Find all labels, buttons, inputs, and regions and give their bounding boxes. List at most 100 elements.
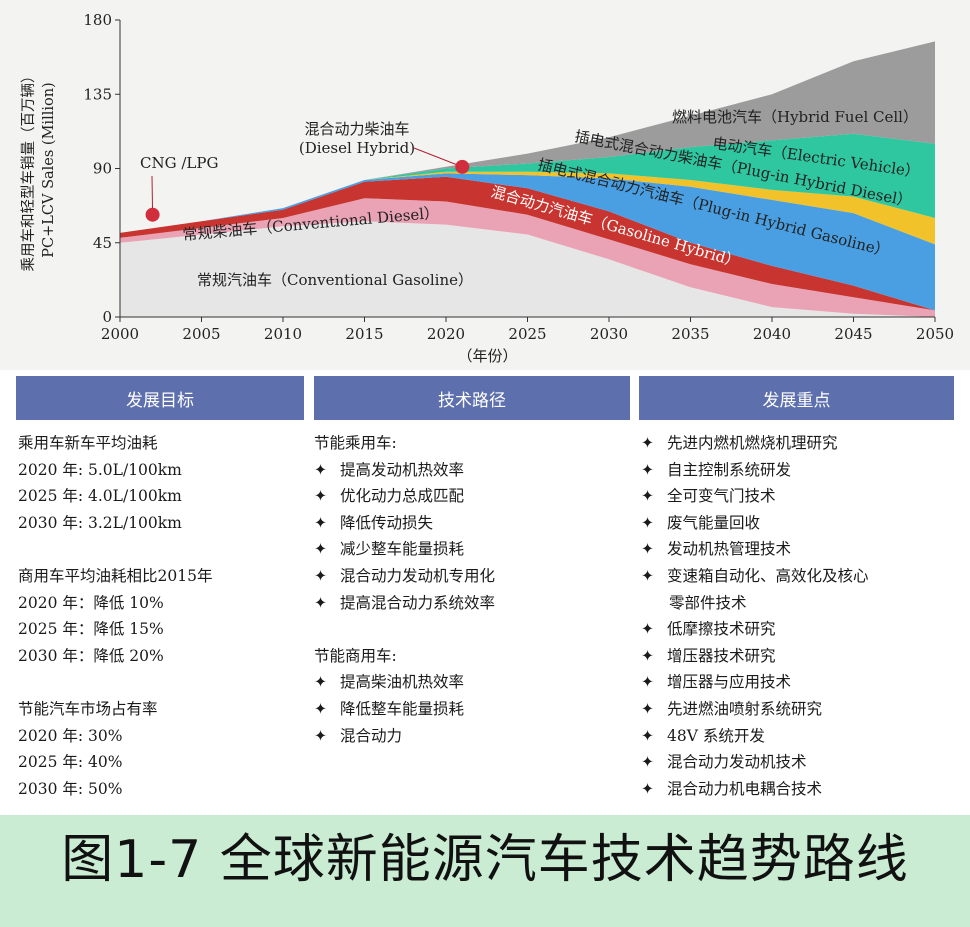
bullet-item: ✦ 低摩擦技术研究 [641,616,966,643]
star-bullet-icon: ✦ [314,673,327,692]
bullet-text: 变速箱自动化、高效化及核心 [667,566,869,585]
bullet-text: 先进燃油喷射系统研究 [667,699,823,718]
text-line: 2020 年: 30% [18,726,123,745]
bullet-item: ✦ 全可变气门技术 [641,483,966,510]
bullet-item: ✦ 降低传动损失 [314,510,640,537]
bullet-text: 混合动力发动机技术 [667,753,807,772]
star-bullet-icon: ✦ [641,513,654,532]
y-tick-label-4: 180 [83,11,112,29]
bullet-item: ✦ 48V 系统开发 [641,723,966,750]
bullet-item: ✦ 降低整车能量损耗 [314,696,640,723]
bullet-text: 混合动力发动机专用化 [340,566,496,585]
bullet-text: 增压器技术研究 [667,646,776,665]
star-bullet-icon: ✦ [641,434,654,452]
x-tick-label-1: 2005 [182,325,220,343]
bullet-text: 降低整车能量损耗 [340,699,465,718]
star-bullet-icon: ✦ [314,460,327,479]
label-diesel-hybrid-cn: 混合动力柴油车 [304,120,409,138]
star-bullet-icon: ✦ [641,566,654,585]
x-tick-label-0: 2000 [101,325,139,343]
star-bullet-icon: ✦ [641,726,654,745]
star-bullet-icon: ✦ [314,699,327,718]
star-bullet-icon: ✦ [641,540,654,559]
chart-area: 2000 2005 2010 2015 2020 2025 2030 2035 2040 2045… [0,0,970,370]
star-bullet-icon: ✦ [314,487,327,506]
star-bullet-icon: ✦ [641,673,654,692]
x-tick-label-10: 2050 [916,325,954,343]
bullet-item: ✦ 混合动力 [314,723,640,750]
bullet-text: 提高混合动力系统效率 [340,593,496,612]
bullet-item: ✦ 减少整车能量损耗 [314,536,640,563]
bullet-item: ✦ 混合动力机电耦合技术 [641,776,966,803]
panel-list-0: 乘用车新车平均油耗 2020 年: 5.0L/100km 2025 年: 4.0L/… [18,430,316,802]
area-series-4 [120,171,935,245]
bullet-text: 降低传动损失 [340,513,434,532]
star-bullet-icon: ✦ [641,779,654,798]
x-axis-label: （年份） [457,347,517,365]
panel-header-2: 发展重点 [639,376,954,420]
bullet-item: ✦ 混合动力发动机技术 [641,749,966,776]
x-tick-label-8: 2040 [753,325,791,343]
bullet-text: 低摩擦技术研究 [667,620,776,639]
area-series-0 [120,221,935,317]
bullet-item: ✦ 增压器与应用技术 [641,669,966,696]
star-bullet-icon: ✦ [641,487,654,506]
text-line: 乘用车新车平均油耗 [18,434,158,452]
spacer [314,616,640,643]
marker-cng-lpg [145,207,160,222]
y-axis-label-en: PC+LCV Sales (Million) [41,82,57,257]
label-fuel-cell: 燃料电池汽车（Hybrid Fuel Cell） [672,108,918,126]
figure-caption: 图1-7 全球新能源汽车技术趋势路线 [61,830,909,890]
label-diesel-hybrid-en: (Diesel Hybrid) [299,139,415,157]
star-bullet-icon: ✦ [314,513,327,532]
star-bullet-icon: ✦ [314,726,327,745]
bullet-text: 优化动力总成匹配 [340,487,465,506]
star-bullet-icon: ✦ [641,460,654,479]
area-series-2 [120,176,935,311]
y-tick-label-3: 135 [83,85,112,103]
label-cng-lpg: CNG /LPG [140,154,218,172]
bullet-text: 混合动力 [340,726,403,745]
y-tick-label-1: 45 [93,234,112,252]
text-line: 商用车平均油耗相比2015年 [18,566,213,585]
bullet-item: ✦ 废气能量回收 [641,510,966,537]
bullet-text: 混合动力机电耦合技术 [667,779,823,798]
bullet-item: ✦ 混合动力发动机专用化 [314,563,640,590]
star-bullet-icon: ✦ [641,699,654,718]
marker-diesel-hybrid [455,159,470,174]
panel-list-2: ✦ 先进内燃机燃烧机理研究 ✦ 自主控制系统研发 ✦ 全可变气门技术 ✦ 废气能量回收 ✦ 发动机… [641,430,966,802]
text-line: 2020 年：降低 10% [18,593,164,612]
y-tick-label-2: 90 [93,160,112,178]
panel-list-1: 节能乘用车: ✦ 提高发动机热效率 ✦ 优化动力总成匹配 ✦ 降低传动损失 ✦ 减少整车能量损耗… [314,430,640,749]
bullet-text: 全可变气门技术 [667,487,776,506]
text-line: 2020 年: 5.0L/100km [18,460,182,479]
spacer [18,669,316,696]
bullet-text: 先进内燃机燃烧机理研究 [667,434,838,452]
x-tick-label-4: 2020 [427,325,465,343]
text-line: 2025 年: 40% [18,753,123,772]
area-chart: 2000 2005 2010 2015 2020 2025 2030 2035 2040 2045… [20,11,954,365]
bullet-text: 增压器与应用技术 [667,673,792,692]
y-axis-label-cn: 乘用车和轻型车销量（百万辆） [20,69,37,272]
star-bullet-icon: ✦ [314,540,327,559]
panel-header-1: 技术路径 [314,376,630,420]
bullet-item: ✦ 先进燃油喷射系统研究 [641,696,966,723]
bullet-item: ✦ 提高发动机热效率 [314,457,640,484]
x-tick-label-6: 2030 [590,325,628,343]
roadmap-panels: 发展目标 乘用车新车平均油耗 2020 年: 5.0L/100km 2025 年: 4… [0,370,970,815]
bullet-item: ✦ 发动机热管理技术 [641,536,966,563]
x-tick-label-3: 2015 [345,325,383,343]
x-tick-label-9: 2045 [834,325,872,343]
text-line: 节能商用车: [314,646,397,665]
bullet-item: ✦ 增压器技术研究 [641,643,966,670]
area-series-3 [120,173,935,311]
bullet-text: 提高发动机热效率 [340,460,465,479]
text-line: 2030 年：降低 20% [18,646,164,665]
text-line: 2025 年：降低 15% [18,620,164,639]
bullet-text: 减少整车能量损耗 [340,540,465,559]
bullet-item: ✦ 提高混合动力系统效率 [314,590,640,617]
x-tick-label-7: 2035 [671,325,709,343]
star-bullet-icon: ✦ [641,753,654,772]
star-bullet-icon: ✦ [641,620,654,639]
star-bullet-icon: ✦ [314,593,327,612]
